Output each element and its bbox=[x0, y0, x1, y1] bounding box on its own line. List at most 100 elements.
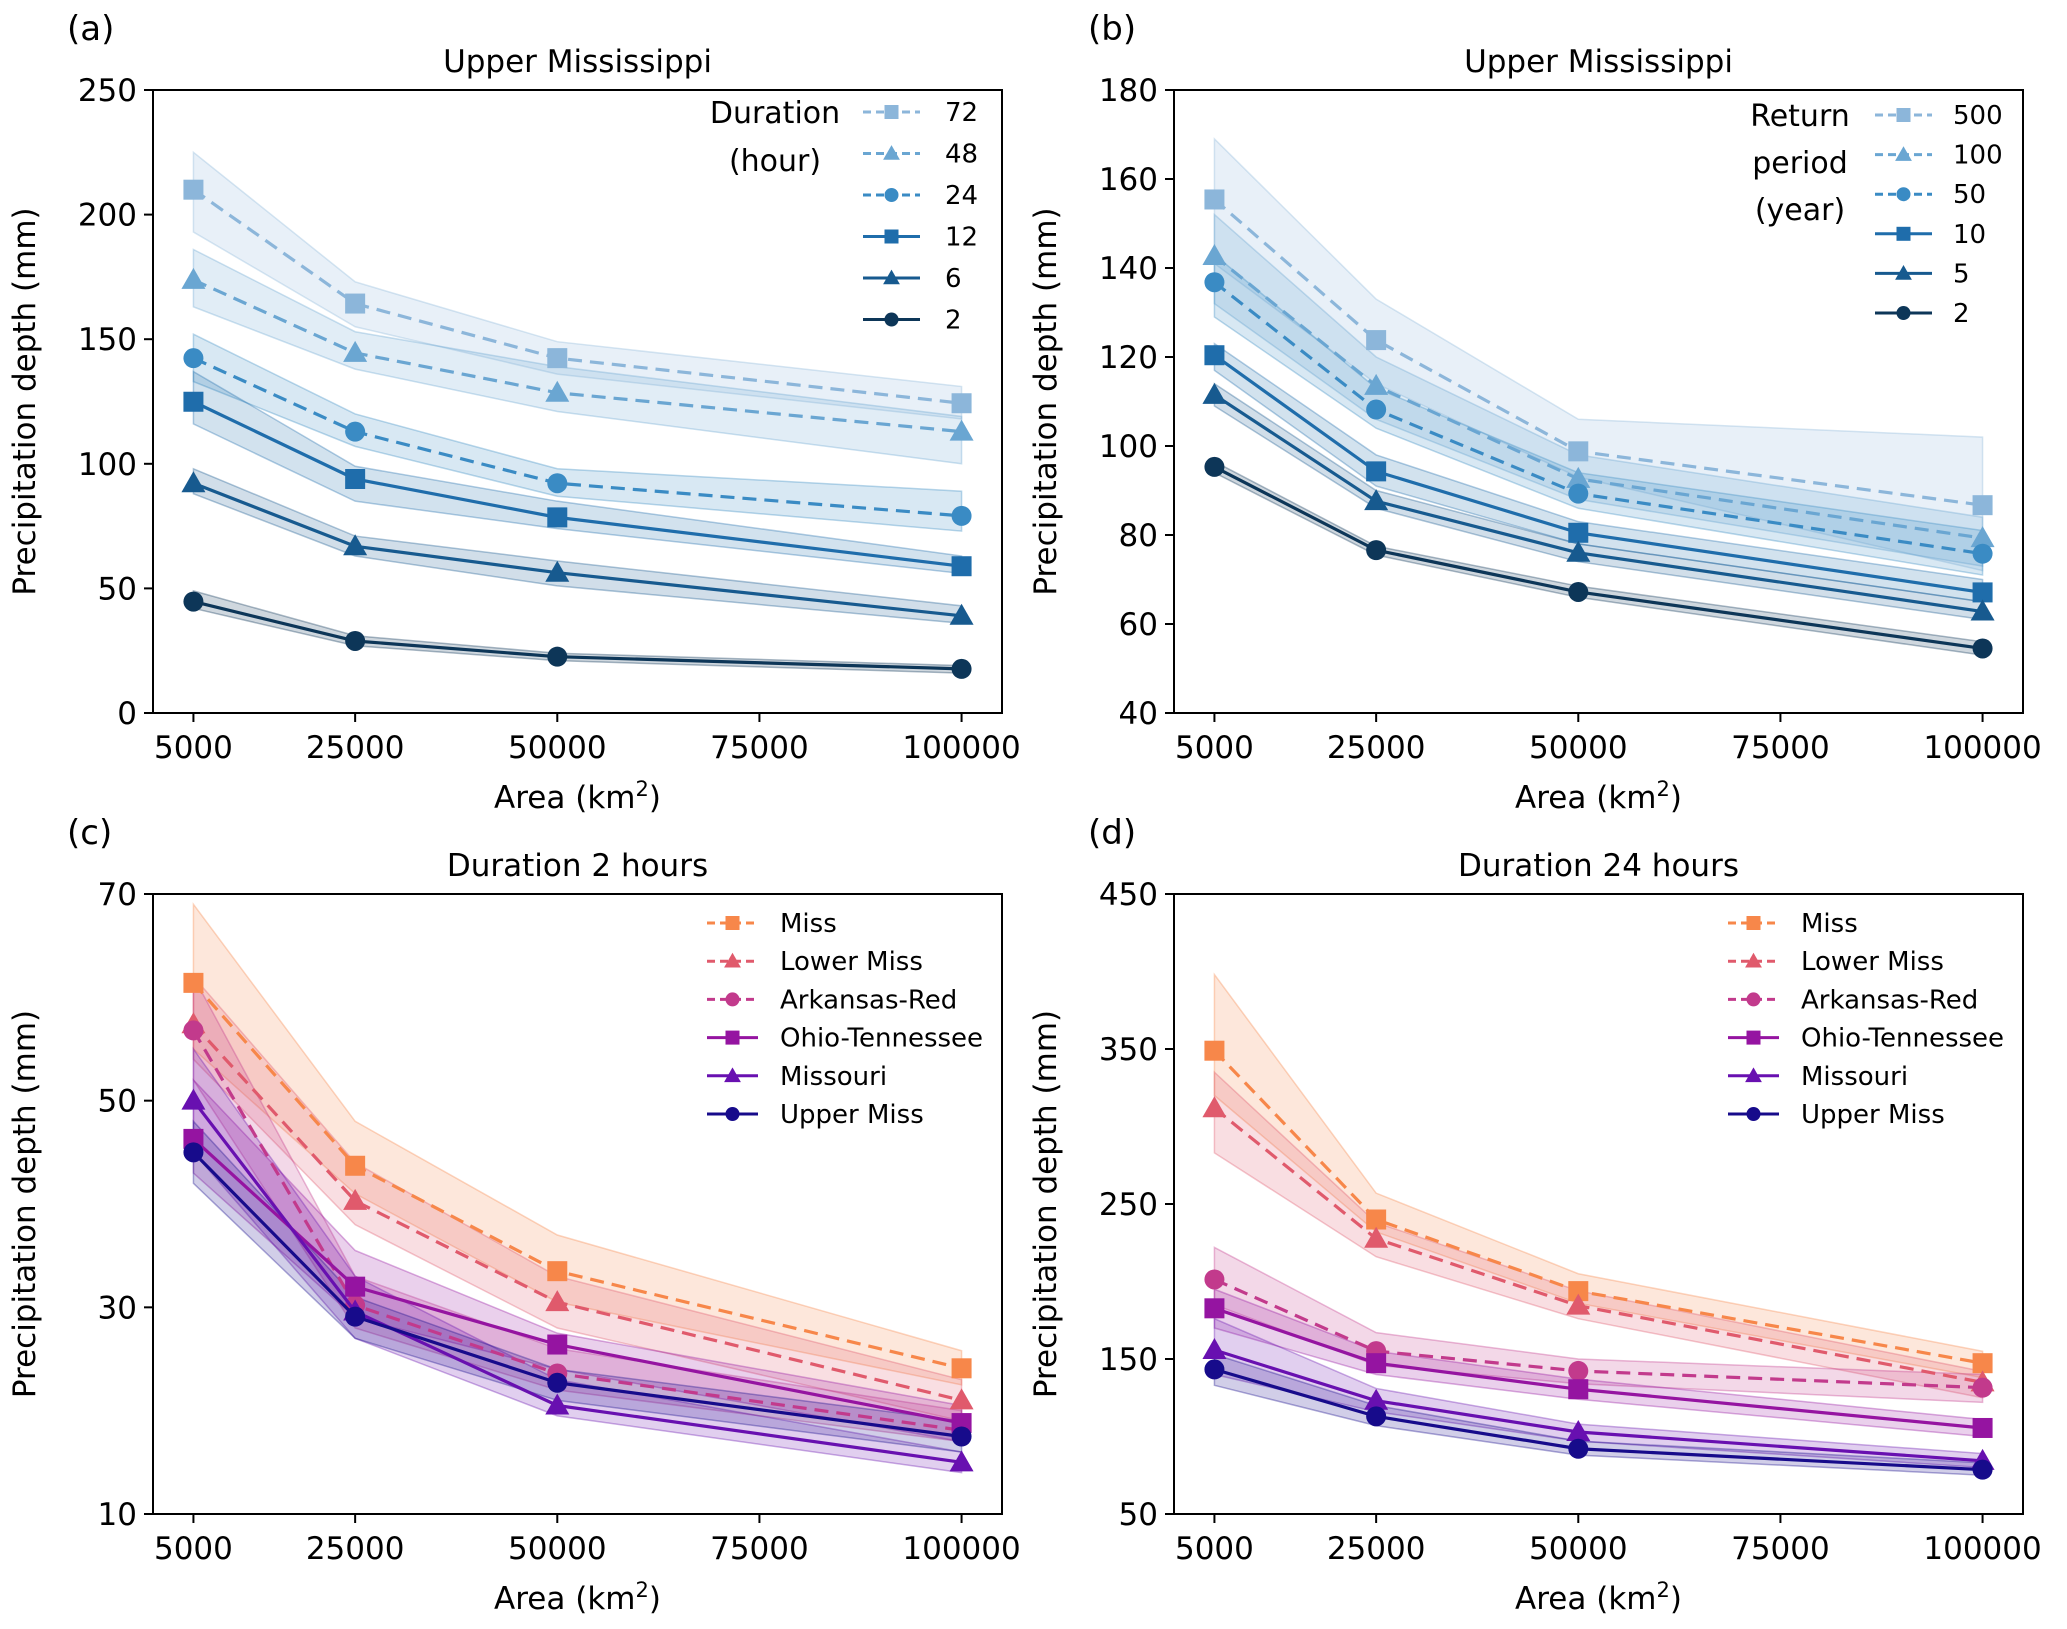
legend-item[interactable]: 24 bbox=[863, 181, 978, 211]
legend-item[interactable]: 72 bbox=[863, 98, 978, 128]
x-axis-label-sup: 2 bbox=[635, 777, 648, 801]
legend-item[interactable]: 10 bbox=[1875, 220, 1986, 250]
data-point bbox=[547, 1372, 568, 1393]
data-point bbox=[1566, 466, 1591, 488]
data-point bbox=[545, 560, 570, 582]
data-point bbox=[1366, 461, 1387, 482]
legend-item[interactable]: 100 bbox=[1875, 141, 2003, 171]
data-point bbox=[1972, 543, 1993, 564]
legend-label: 2 bbox=[1953, 299, 1970, 329]
legend-marker-icon bbox=[1895, 265, 1912, 280]
series-line-6 bbox=[192, 481, 962, 618]
legend-marker-icon bbox=[1745, 1067, 1762, 1083]
data-point bbox=[345, 1155, 366, 1176]
legend-marker-icon bbox=[883, 269, 900, 285]
legend-item[interactable]: Upper Miss bbox=[1728, 1100, 1945, 1130]
data-point bbox=[1366, 1209, 1387, 1230]
legend-marker-icon bbox=[1896, 108, 1911, 122]
data-point bbox=[547, 507, 568, 528]
x-tick-label: 50000 bbox=[508, 730, 607, 766]
data-point bbox=[951, 505, 972, 526]
legend-label: Upper Miss bbox=[780, 1100, 924, 1130]
data-point bbox=[951, 556, 972, 577]
y-tick-label: 10 bbox=[98, 1497, 137, 1533]
legend-item[interactable]: 2 bbox=[1875, 299, 1970, 329]
legend-item[interactable]: Upper Miss bbox=[707, 1100, 924, 1130]
x-tick-label: 5000 bbox=[1175, 1531, 1254, 1567]
data-point bbox=[1568, 483, 1589, 504]
data-point bbox=[1972, 1459, 1993, 1480]
data-point bbox=[547, 646, 568, 667]
plot-frame bbox=[152, 893, 1003, 1515]
y-axis-label: Precipitation depth (mm) bbox=[7, 207, 43, 595]
data-point bbox=[545, 1393, 570, 1415]
y-tick-label: 100 bbox=[1099, 429, 1158, 465]
legend-title: Duration bbox=[710, 96, 840, 131]
legend-item[interactable]: Ohio-Tennessee bbox=[707, 1024, 983, 1054]
legend-marker-icon bbox=[884, 105, 899, 119]
series-line-24 bbox=[192, 356, 962, 518]
legend-label: 6 bbox=[945, 264, 962, 294]
y-tick-label: 100 bbox=[78, 447, 137, 483]
series-line-lower-miss bbox=[1213, 1106, 1983, 1384]
y-tick-label: 50 bbox=[98, 571, 137, 607]
data-point bbox=[1204, 1269, 1225, 1290]
legend-marker-icon bbox=[1746, 916, 1761, 930]
legend-item[interactable]: 12 bbox=[863, 223, 978, 253]
legend-item[interactable]: Ohio-Tennessee bbox=[1728, 1024, 2004, 1054]
y-tick-label: 50 bbox=[98, 1084, 137, 1120]
data-point bbox=[345, 293, 366, 314]
x-axis: 5000 25000 50000 75000 100000 Area (km2) bbox=[1175, 713, 2042, 816]
data-point bbox=[345, 1276, 366, 1297]
data-point bbox=[547, 1261, 568, 1282]
legend: Duration (hour) 72 48 24 12 6 2 bbox=[710, 96, 978, 336]
series-line-arkansas-red bbox=[192, 1029, 962, 1432]
legend-label: Arkansas-Red bbox=[780, 985, 957, 1015]
panel-letter: (b) bbox=[1088, 9, 1136, 49]
legend-item[interactable]: 48 bbox=[863, 140, 978, 170]
legend-item[interactable]: 5 bbox=[1875, 259, 1970, 289]
data-point bbox=[1972, 1377, 1993, 1398]
data-point bbox=[181, 471, 206, 493]
data-point bbox=[1364, 1388, 1389, 1410]
x-axis-label: Area (km2) bbox=[1515, 777, 1682, 816]
legend-item[interactable]: Miss bbox=[1728, 909, 1858, 939]
legend-marker-icon bbox=[1896, 187, 1911, 202]
legend-label: Ohio-Tennessee bbox=[1801, 1024, 2004, 1054]
y-tick-label: 80 bbox=[1119, 518, 1158, 554]
legend-item[interactable]: Lower Miss bbox=[707, 947, 923, 977]
legend-item[interactable]: Lower Miss bbox=[1728, 947, 1944, 977]
y-tick-label: 70 bbox=[98, 877, 137, 913]
legend-title: (year) bbox=[1755, 193, 1845, 228]
legend-marker-icon bbox=[884, 229, 899, 244]
y-tick-label: 350 bbox=[1099, 1032, 1158, 1068]
data-point bbox=[1568, 522, 1589, 543]
legend-item[interactable]: 6 bbox=[863, 264, 962, 294]
y-tick-label: 30 bbox=[98, 1290, 137, 1326]
legend-label: 50 bbox=[1953, 180, 1986, 210]
legend-item[interactable]: 2 bbox=[863, 306, 962, 336]
legend-item[interactable]: Arkansas-Red bbox=[707, 985, 957, 1015]
legend-item[interactable]: Arkansas-Red bbox=[1728, 985, 1978, 1015]
legend-marker-icon bbox=[1746, 1030, 1761, 1045]
legend-item[interactable]: Miss bbox=[707, 909, 837, 939]
legend-label: Arkansas-Red bbox=[1801, 985, 1978, 1015]
legend-marker-icon bbox=[1746, 992, 1761, 1007]
data-point bbox=[345, 421, 366, 442]
legend-title: (hour) bbox=[729, 144, 821, 179]
series-line-miss bbox=[192, 981, 962, 1370]
legend-item[interactable]: 500 bbox=[1875, 101, 2003, 131]
data-point bbox=[1364, 1226, 1389, 1248]
data-point bbox=[1972, 495, 1993, 516]
y-tick-label: 50 bbox=[1119, 1497, 1158, 1533]
legend-item[interactable]: Missouri bbox=[707, 1062, 887, 1092]
legend-item[interactable]: 50 bbox=[1875, 180, 1986, 210]
x-axis-label-end: ) bbox=[1670, 1581, 1682, 1617]
legend-item[interactable]: Missouri bbox=[1728, 1062, 1908, 1092]
y-tick-label: 160 bbox=[1099, 162, 1158, 198]
data-point bbox=[1970, 599, 1995, 621]
panel-letter: (d) bbox=[1088, 813, 1136, 853]
panel-letter: (c) bbox=[67, 813, 112, 853]
data-point bbox=[1568, 1379, 1589, 1400]
data-point bbox=[183, 1020, 204, 1041]
